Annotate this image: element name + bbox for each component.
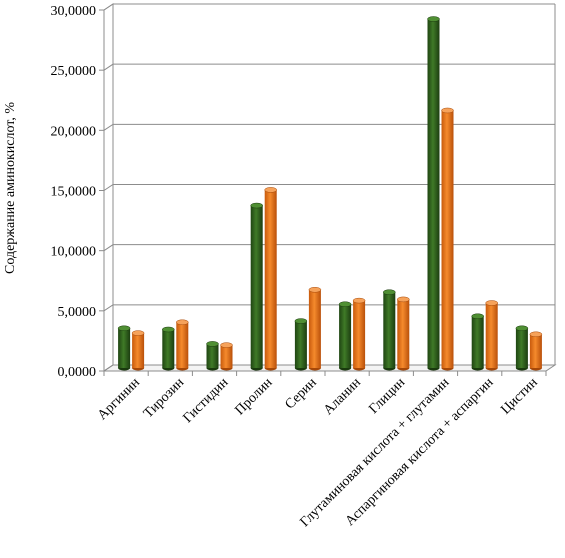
bar [515,325,529,371]
bar [485,300,498,371]
bar [117,325,131,371]
bar-body [308,289,321,368]
y-tick-label: 10,0000 [51,245,97,260]
bar [441,107,454,371]
bar-body [339,304,352,368]
bar [220,342,233,371]
bar-body [397,299,410,368]
bar [176,319,189,371]
bar-top [427,16,440,22]
bar-body [471,316,484,368]
bar-top [294,318,308,324]
bar-top [383,289,396,295]
bar-body [294,321,307,368]
bar [397,296,410,371]
bars [117,16,543,371]
bar-body [515,328,528,368]
bar-body [264,189,277,368]
x-category-label: Серин [282,375,320,413]
bar [471,313,484,371]
x-category-label: Пролин [232,375,275,418]
bar-top [220,342,233,348]
bar [338,301,352,371]
y-tick-label: 25,0000 [51,64,97,79]
bar [162,326,175,371]
bar-body [383,292,396,368]
y-tick-label: 5,0000 [58,305,97,320]
y-tick-label: 20,0000 [51,124,97,139]
bar-top [352,297,366,304]
bar-top [206,341,219,347]
x-category-label: Гистидин [180,375,231,426]
bar-top [264,187,277,193]
x-category-label: Аргинин [95,375,143,423]
bar [352,297,366,371]
bar-top [529,331,543,338]
bar-top [117,325,131,332]
bar [131,330,145,371]
bar-body [206,343,219,368]
bar-top [397,296,410,303]
bar-body [529,334,542,368]
bar-body [353,300,366,368]
bar-body [220,345,233,368]
bar [529,331,543,371]
plot-background [99,3,557,376]
bar [427,16,440,371]
x-category-label: Глицин [366,375,408,417]
bar-body [250,205,263,368]
x-category-label: Цистин [498,375,541,418]
y-axis-title: Содержание аминокислот, % [3,102,18,274]
bar [383,289,396,371]
bar [294,318,308,371]
bar-body [118,328,131,368]
y-tick-label: 30,0000 [51,4,97,19]
bar-top [515,325,529,332]
bar-body [176,322,189,368]
y-tick-label: 15,0000 [51,185,97,200]
bar-top [471,313,484,320]
bar-top [485,300,498,306]
bar-body [162,329,175,368]
bar [250,202,263,371]
bar-top [250,202,263,209]
bar-body [485,303,498,368]
bar [206,341,219,371]
y-tick-label: 0,0000 [58,365,97,380]
x-category-label: Аланин [321,375,364,418]
bar-top [441,107,454,114]
bar-body [441,110,454,368]
side-wall [103,3,114,372]
bar-body [132,333,145,368]
bar-top [131,330,145,336]
bar [308,287,322,371]
bar-top [308,287,322,293]
bar-top [162,326,175,333]
bar-top [338,301,352,307]
bar [264,187,277,371]
bar-body [427,19,440,369]
bar-top [176,319,189,326]
